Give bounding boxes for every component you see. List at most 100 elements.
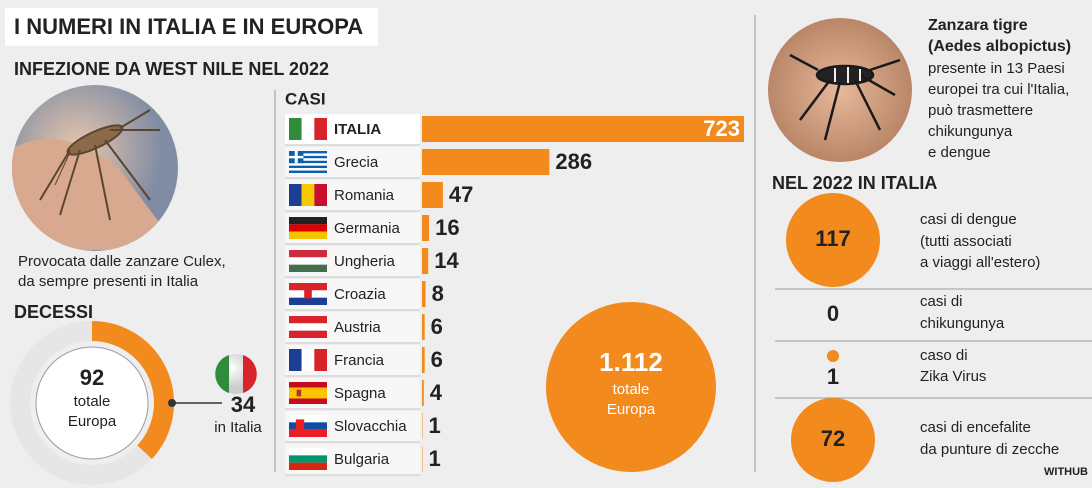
total-circle [546,302,716,472]
flag-part [289,160,327,164]
flag-part [289,297,327,305]
part-text: in Italia [214,419,262,436]
value-label: 286 [555,149,592,174]
value-label: 14 [434,248,459,273]
stat-text: Zika Virus [920,368,986,385]
flag-part [289,155,327,159]
flag-part [289,118,302,140]
category-label: Germania [334,220,401,237]
flag-part [314,118,327,140]
flag-part [289,165,327,169]
value-label: 47 [449,182,473,207]
stat-text: casi di encefalite [920,419,1031,436]
subtitle: INFEZIONE DA WEST NILE NEL 2022 [14,59,329,79]
tiger-photo [768,18,912,162]
flag [289,283,327,305]
value-label: 1 [428,413,440,438]
flag-part [289,330,327,338]
category-label: Croazia [334,286,386,303]
bar [422,281,426,307]
value-label: 1 [428,446,440,471]
bar-title: CASI [285,89,326,108]
flag [289,184,327,206]
flag [289,448,327,470]
flag-part [289,163,327,166]
flag-part [289,455,327,463]
flag-part [289,168,327,171]
stat-text: da punture di zecche [920,441,1059,458]
flag-part [289,415,327,423]
value-label: 6 [431,314,443,339]
flag-part [295,419,305,433]
stat-text: casi di dengue [920,211,1017,228]
flag-part [289,323,327,331]
category-label: Spagna [334,385,386,402]
stat-value: 72 [821,426,845,451]
flag-part [301,184,315,206]
flag-part [289,231,327,239]
species-name: (Aedes albopictus) [928,38,1071,55]
total-value: 92 [80,365,104,390]
category-label: Romania [334,187,395,204]
bar [422,380,424,406]
description-line: può trasmettere [928,102,1033,119]
flag-part [289,217,327,225]
flag-part [289,224,327,232]
flag-part [289,422,327,430]
bar [422,248,429,274]
section-title: NEL 2022 IN ITALIA [772,173,937,193]
stat-circle [791,398,875,482]
value-label: 6 [431,347,443,372]
stat-circle [786,193,880,287]
stat-dot [827,350,839,362]
flag [289,151,327,173]
flag-part [314,349,327,371]
value-label: 723 [703,116,740,141]
flag-part [289,184,302,206]
flag-part [289,257,327,265]
stat-value: 117 [815,226,851,251]
flag-part [289,153,327,156]
stat-text: (tutti associati [920,233,1012,250]
total-text: totale [613,381,650,398]
flag [289,349,327,371]
total-text: Europa [607,401,656,418]
flag-part [289,429,327,437]
category-label: Austria [334,319,381,336]
caption: Provocata dalle zanzare Culex, [18,253,226,270]
category-label: Slovacchia [334,418,407,435]
flag-part [289,316,327,324]
stat-text: a viaggi all'estero) [920,254,1040,271]
stat-value: 1 [827,364,839,389]
bar [422,116,744,142]
value-label: 8 [432,281,444,306]
caption: da sempre presenti in Italia [18,273,199,290]
flag-part [301,118,315,140]
part-value: 34 [231,392,256,417]
flag [289,250,327,272]
flag-part [289,448,327,456]
flag-part [289,264,327,272]
connector-dot [168,399,176,407]
bar [422,182,443,208]
stat-text: chikungunya [920,315,1005,332]
bar [422,149,550,175]
title-box [5,8,378,46]
total-value: 1.112 [599,347,663,377]
description-line: chikungunya [928,123,1013,140]
flag-part [289,283,327,291]
flag-part [304,288,312,299]
flag-part [289,170,327,173]
stat-value: 0 [827,301,839,326]
flag-part [301,349,315,371]
bar [422,215,430,241]
flag-part [289,387,327,399]
flag-part [289,349,302,371]
flag [289,316,327,338]
category-label: Bulgaria [334,451,390,468]
description-line: europei tra cui l'Italia, [928,81,1069,98]
culex-photo [12,85,178,251]
italy-flag-badge [215,354,257,394]
